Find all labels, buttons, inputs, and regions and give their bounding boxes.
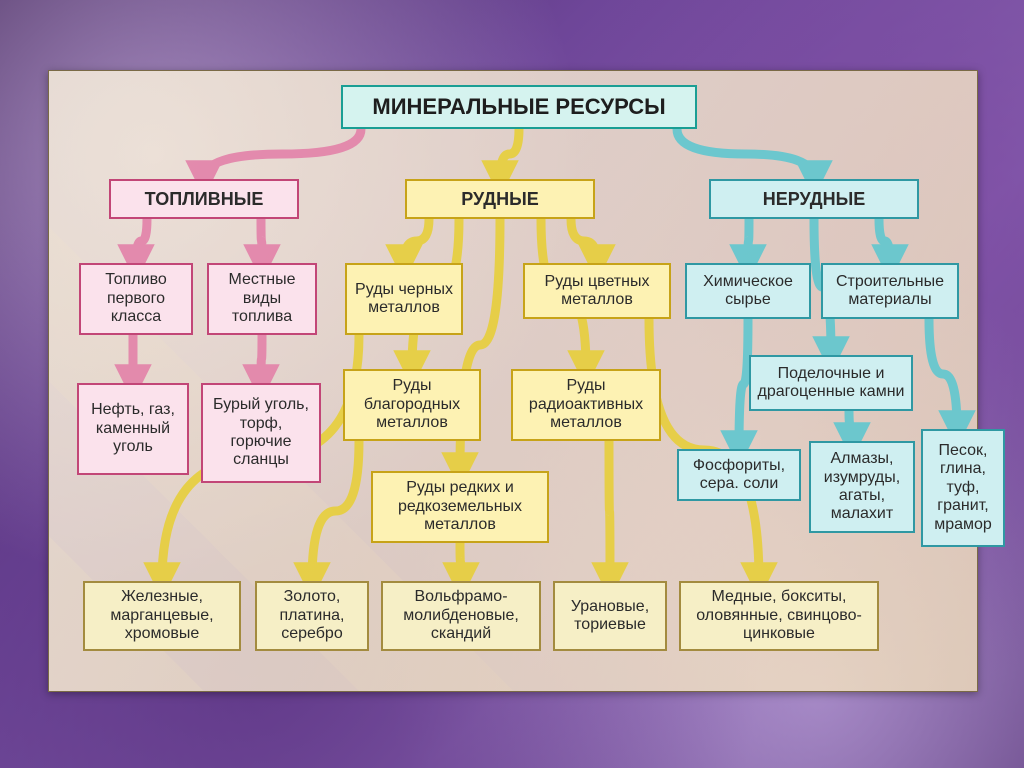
node-o4: Руды радиоактивных металлов <box>511 369 661 441</box>
node-o1: Руды черных металлов <box>345 263 463 335</box>
node-label: Железные, марганцевые, хромовые <box>91 588 233 643</box>
node-n1: Химическое сырье <box>685 263 811 319</box>
node-f1: Топливо первого класса <box>79 263 193 335</box>
edge <box>500 129 519 179</box>
node-label: РУДНЫЕ <box>461 189 539 210</box>
node-n3: Поделочные и драгоценные камни <box>749 355 913 411</box>
diagram-panel: МИНЕРАЛЬНЫЕ РЕСУРСЫ ТОПЛИВНЫЕ РУДНЫЕ НЕРУДН… <box>48 70 978 692</box>
node-fL1: Нефть, газ, каменный уголь <box>77 383 189 475</box>
node-o2: Руды цветных металлов <box>523 263 671 319</box>
node-o5: Руды редких и редкоземельных металлов <box>371 471 549 543</box>
node-o3: Руды благородных металлов <box>343 369 481 441</box>
node-label: Руды благородных металлов <box>351 377 473 432</box>
node-label: МИНЕРАЛЬНЫЕ РЕСУРСЫ <box>372 94 665 119</box>
node-fuel: ТОПЛИВНЫЕ <box>109 179 299 219</box>
node-b2: Золото, платина, серебро <box>255 581 369 651</box>
node-label: Золото, платина, серебро <box>263 588 361 643</box>
node-label: Песок, глина, туф, гранит, мрамор <box>929 442 997 534</box>
node-label: Руды радиоактивных металлов <box>519 377 653 432</box>
edge <box>879 219 890 263</box>
edge <box>460 543 461 581</box>
node-ore: РУДНЫЕ <box>405 179 595 219</box>
node-b1: Железные, марганцевые, хромовые <box>83 581 241 651</box>
node-label: Нефть, газ, каменный уголь <box>85 401 181 456</box>
edge <box>136 219 147 263</box>
node-label: Топливо первого класса <box>87 271 185 326</box>
node-b5: Медные, бокситы, оловянные, свинцово-цин… <box>679 581 879 651</box>
node-label: Урановые, ториевые <box>561 598 659 635</box>
node-label: Вольфрамо-молибденовые, скандий <box>389 588 533 643</box>
node-nL2: Алмазы, изумруды, агаты, малахит <box>809 441 915 533</box>
node-label: Алмазы, изумруды, агаты, малахит <box>817 450 907 524</box>
node-nL1: Фосфориты, сера. соли <box>677 449 801 501</box>
node-b4: Урановые, ториевые <box>553 581 667 651</box>
node-fL2: Бурый уголь, торф, горючие сланцы <box>201 383 321 483</box>
node-label: Строительные материалы <box>829 273 951 310</box>
edge <box>204 129 361 179</box>
node-label: Руды цветных металлов <box>531 273 663 310</box>
edge <box>404 219 429 263</box>
node-label: Местные виды топлива <box>215 271 309 326</box>
node-label: ТОПЛИВНЫЕ <box>145 189 264 210</box>
edge <box>849 411 852 441</box>
edge <box>739 319 748 449</box>
node-f2: Местные виды топлива <box>207 263 317 335</box>
node-label: Химическое сырье <box>693 273 803 310</box>
node-label: Руды черных металлов <box>353 281 455 318</box>
node-label: Медные, бокситы, оловянные, свинцово-цин… <box>687 588 871 643</box>
edge <box>609 441 610 581</box>
node-label: Руды редких и редкоземельных металлов <box>379 479 541 534</box>
node-nonore: НЕРУДНЫЕ <box>709 179 919 219</box>
node-label: Бурый уголь, торф, горючие сланцы <box>209 396 313 470</box>
edge <box>677 129 814 179</box>
node-root: МИНЕРАЛЬНЫЕ РЕСУРСЫ <box>341 85 697 129</box>
node-label: Фосфориты, сера. соли <box>685 457 793 494</box>
edge <box>571 219 597 263</box>
edge <box>261 219 262 263</box>
node-nL3: Песок, глина, туф, гранит, мрамор <box>921 429 1005 547</box>
node-b3: Вольфрамо-молибденовые, скандий <box>381 581 541 651</box>
node-label: НЕРУДНЫЕ <box>763 189 866 210</box>
node-label: Поделочные и драгоценные камни <box>757 365 905 402</box>
edge <box>748 219 749 263</box>
edge <box>261 335 262 383</box>
edge <box>929 319 957 429</box>
node-n2: Строительные материалы <box>821 263 959 319</box>
